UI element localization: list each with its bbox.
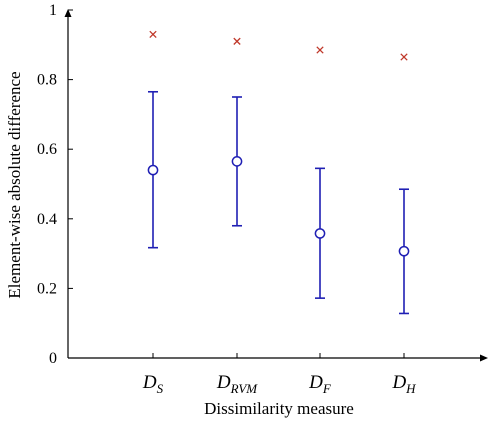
x-axis-arrow <box>480 354 488 362</box>
y-tick-label: 0.4 <box>37 211 57 228</box>
axes: 0 0.2 0.4 0.6 0.8 1 DS DRVM DF DH <box>37 2 488 396</box>
x-tick-label: DF <box>308 372 332 396</box>
y-axis-arrow <box>64 9 72 17</box>
cross-point <box>400 53 408 61</box>
x-tick-label: DH <box>391 372 416 396</box>
y-tick-label: 0.6 <box>37 141 57 158</box>
y-tick-label: 0.8 <box>37 72 57 89</box>
cross-point <box>233 37 241 45</box>
x-tick-label: DS <box>142 372 164 396</box>
mean-point <box>398 245 410 257</box>
y-tick-label: 0 <box>49 350 57 367</box>
mean-point <box>314 228 326 239</box>
y-tick-label: 0.2 <box>37 280 57 297</box>
cross-point <box>316 46 324 54</box>
mean-point <box>231 156 243 167</box>
x-tick-label: DRVM <box>216 372 258 396</box>
plot-area <box>147 30 410 315</box>
x-axis-title: Dissimilarity measure <box>204 399 354 418</box>
cross-point <box>149 30 157 39</box>
y-axis-title: Element-wise absolute difference <box>5 71 24 298</box>
y-tick-label: 1 <box>49 2 57 19</box>
mean-point <box>147 164 159 176</box>
